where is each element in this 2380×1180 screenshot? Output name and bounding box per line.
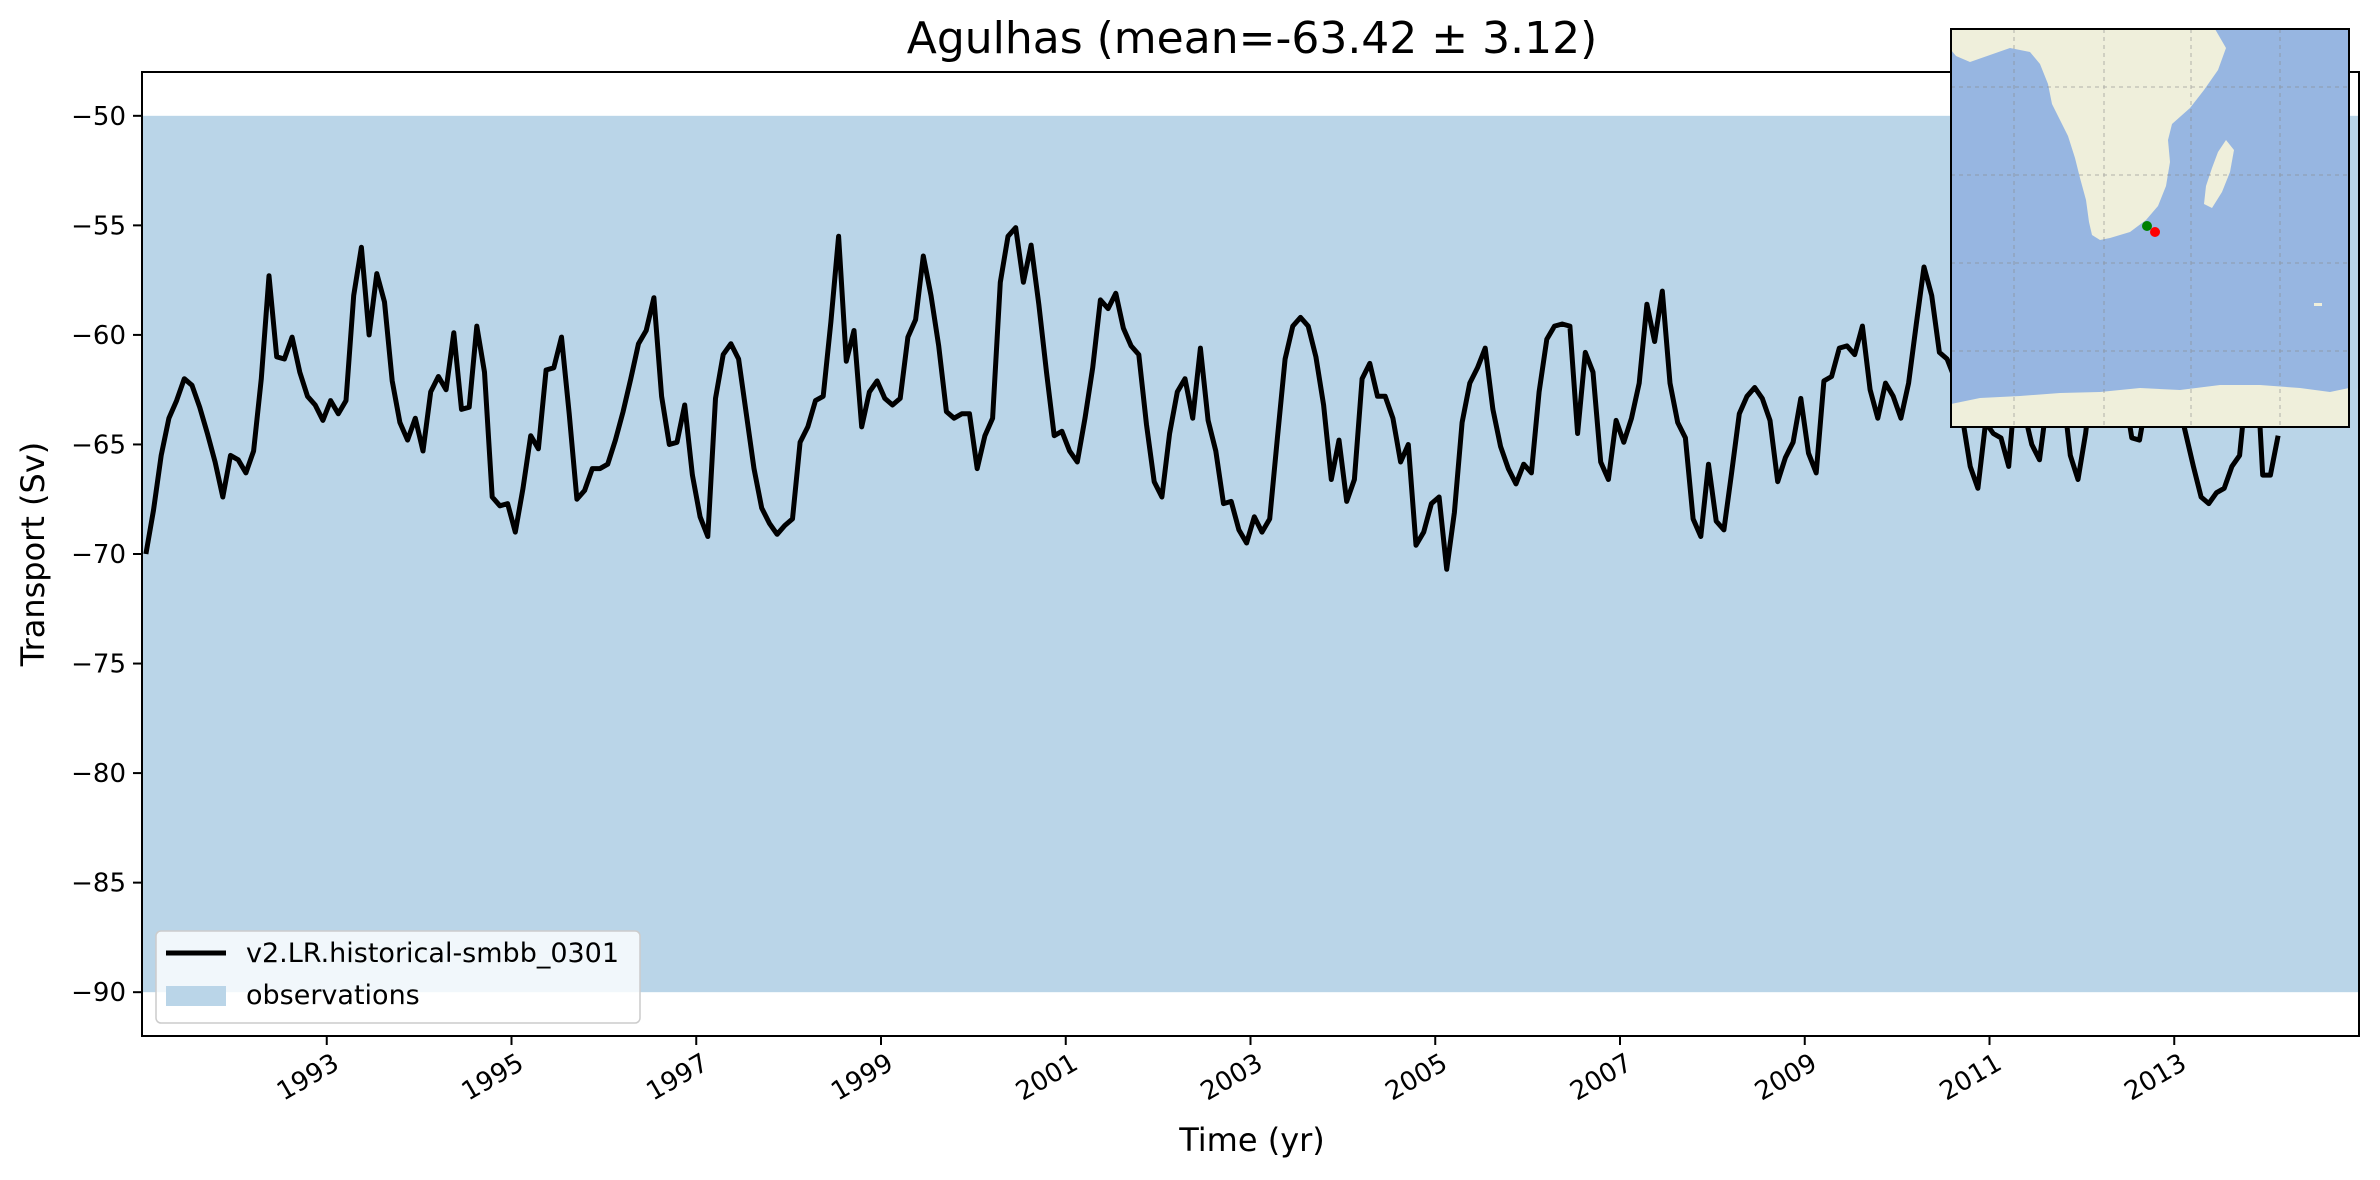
y-tick-label: −50	[71, 102, 126, 132]
inset-map	[1950, 28, 2350, 428]
inset-antarctica-land	[1951, 385, 2349, 427]
y-tick-label: −70	[71, 540, 126, 570]
y-tick-label: −65	[71, 430, 126, 460]
inset-marker-red	[2150, 227, 2160, 237]
inset-gridlines	[1951, 29, 2349, 427]
legend: v2.LR.historical-smbb_0301 observations	[155, 930, 641, 1024]
y-tick-label: −55	[71, 211, 126, 241]
y-tick-label: −85	[71, 869, 126, 899]
legend-observations-label: observations	[246, 980, 420, 1011]
inset-marker-green	[2142, 221, 2152, 231]
y-tick-label: −60	[71, 321, 126, 351]
legend-series-label: v2.LR.historical-smbb_0301	[246, 938, 619, 969]
y-tick-label: −90	[71, 978, 126, 1008]
y-tick-label: −75	[71, 650, 126, 680]
x-axis-label: Time (yr)	[1178, 1121, 1325, 1159]
y-axis-label: Transport (Sv)	[14, 442, 52, 668]
inset-island	[2314, 303, 2322, 306]
y-tick-label: −80	[71, 759, 126, 789]
inset-madagascar-land	[2204, 140, 2234, 208]
series-line-0	[143, 225, 2281, 572]
legend-band-swatch	[166, 986, 226, 1006]
legend-box	[155, 930, 641, 1024]
inset-frame	[1950, 28, 2350, 428]
inset-africa-land	[1951, 29, 2226, 240]
chart-title: Agulhas (mean=-63.42 ± 3.12)	[907, 13, 1598, 64]
